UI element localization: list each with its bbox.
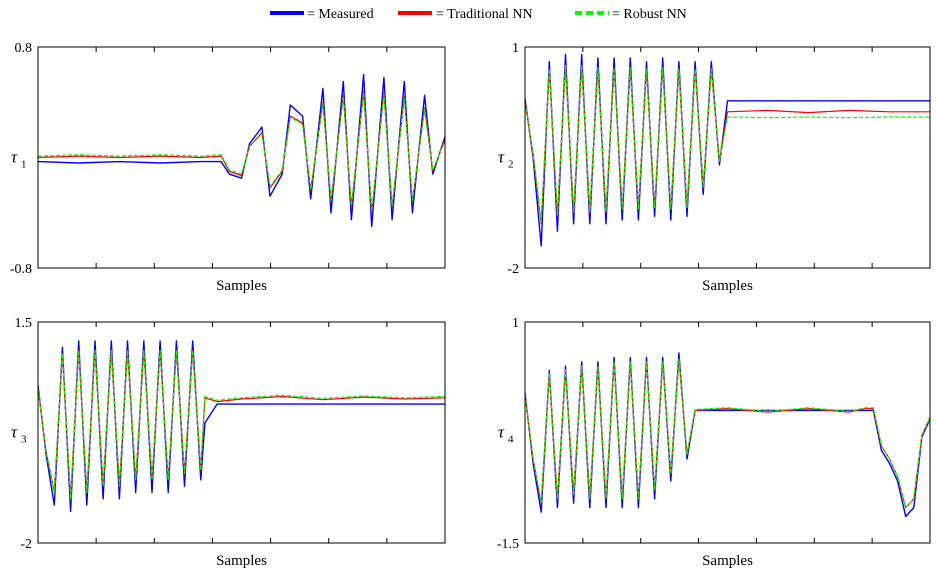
panel-3-y-axis-label-subscript: 3 [21, 434, 27, 446]
panel-4-x-axis-label: Samples [702, 553, 753, 569]
panel-2-y-tick-top: 1 [512, 41, 519, 56]
panel-2: 1 -2 τ 2 Samples [498, 41, 931, 294]
panel-1-series-group [38, 73, 445, 228]
legend-entry-traditional-nn: = Traditional NN [398, 7, 533, 22]
series-line-measured-panel-2 [525, 53, 930, 247]
panel-1-y-tick-bottom: -0.8 [10, 262, 32, 277]
series-line-robust-nn-panel-4 [525, 358, 930, 509]
series-line-robust-nn-panel-2 [525, 64, 930, 223]
panel-3-y-tick-bottom: -2 [20, 537, 32, 552]
series-line-robust-nn-panel-3 [38, 349, 445, 500]
panel-3-y-axis-label: τ [11, 423, 18, 442]
panel-2-axes-frame [524, 46, 931, 269]
panel-4-y-axis-label: τ [498, 423, 505, 442]
panel-4-series-group [525, 352, 930, 518]
legend-entry-measured: = Measured [270, 7, 374, 22]
panel-3-x-axis-label: Samples [216, 553, 267, 569]
panel-3: 1.5 -2 τ 3 Samples [11, 316, 446, 569]
panel-1: 0.8 -0.8 τ 1 Samples [10, 41, 446, 294]
panel-2-y-axis-label: τ [498, 148, 505, 167]
legend: = Measured = Traditional NN = Robust NN [270, 7, 687, 22]
panel-2-x-axis-label: Samples [702, 278, 753, 294]
series-line-traditional-nn-panel-1 [38, 90, 445, 214]
panel-1-y-tick-top: 0.8 [15, 41, 33, 56]
panel-1-y-axis-label: τ [11, 148, 18, 167]
panel-3-axes-frame [37, 321, 446, 544]
panel-1-axes-frame [37, 46, 446, 269]
legend-label-robust-nn: = Robust NN [612, 7, 687, 22]
legend-entry-robust-nn: = Robust NN [575, 7, 687, 22]
series-line-robust-nn-panel-1 [38, 91, 445, 212]
panel-3-series-group [38, 340, 445, 513]
series-line-traditional-nn-panel-4 [525, 358, 930, 509]
panel-4-axes-frame [524, 321, 931, 544]
panel-2-y-tick-bottom: -2 [507, 262, 519, 277]
panel-4-y-tick-bottom: -1.5 [497, 537, 519, 552]
panel-1-y-axis-label-subscript: 1 [21, 159, 27, 171]
panel-4-y-axis-label-subscript: 4 [508, 434, 514, 446]
panel-4: 1 -1.5 τ 4 Samples [497, 316, 931, 569]
panel-1-x-axis-label: Samples [216, 278, 267, 294]
panel-3-y-tick-top: 1.5 [15, 316, 33, 331]
legend-label-measured: = Measured [307, 7, 374, 22]
panel-2-series-group [525, 53, 930, 247]
panel-4-y-tick-top: 1 [512, 316, 519, 331]
panel-2-y-axis-label-subscript: 2 [508, 159, 514, 171]
legend-label-traditional-nn: = Traditional NN [436, 7, 533, 22]
